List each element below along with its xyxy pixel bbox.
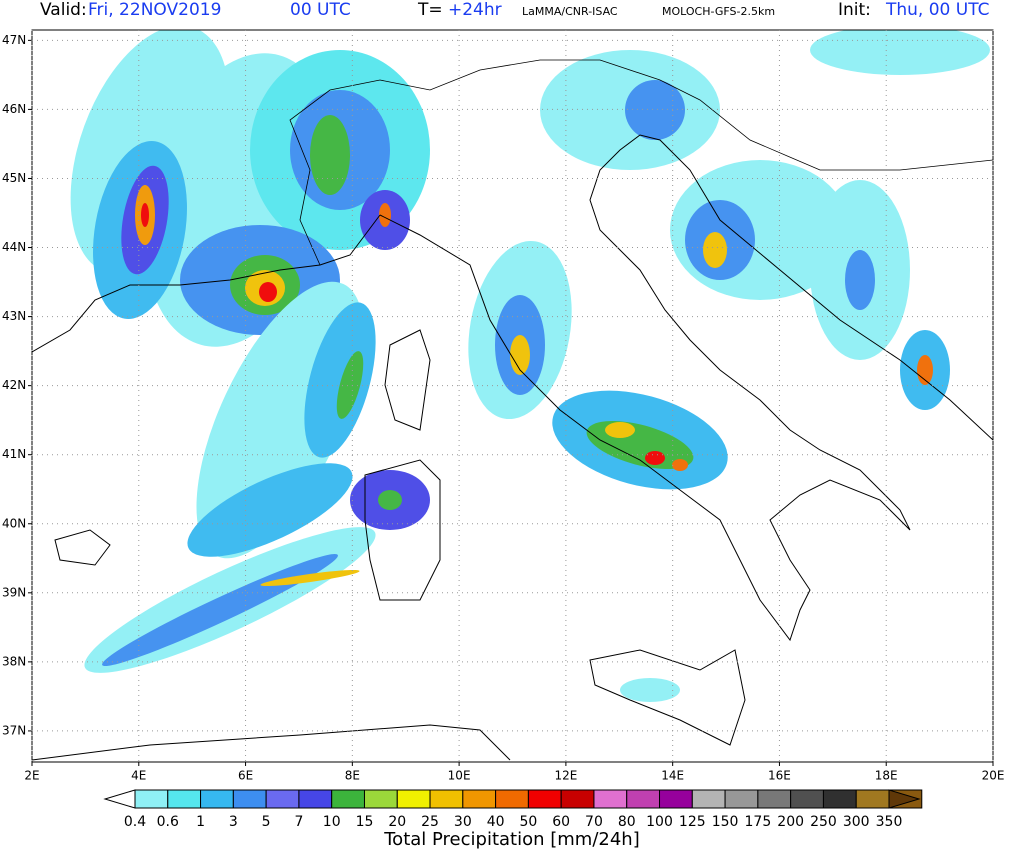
colorbar-box — [298, 789, 333, 809]
corsica — [384, 329, 431, 431]
colorbar-label: 80 — [618, 814, 636, 830]
lat-tick-label: 43N — [2, 309, 26, 323]
lat-tick-label: 38N — [2, 654, 26, 668]
colorbar-box — [691, 789, 726, 809]
lat-tick-label: 44N — [2, 240, 26, 254]
lat-tick-label: 37N — [2, 723, 26, 737]
colorbar-label: 7 — [294, 814, 303, 830]
colorbar-title: Total Precipitation [mm/24h] — [383, 829, 639, 850]
colorbar-label: 3 — [229, 814, 238, 830]
colorbar-label: 10 — [323, 814, 341, 830]
colorbar-box — [232, 789, 267, 809]
colorbar-box — [331, 789, 365, 809]
colorbar-label: 300 — [843, 814, 870, 830]
colorbar-over — [888, 789, 921, 809]
colorbar-label: 200 — [777, 814, 804, 830]
valid-label: Valid: — [40, 0, 87, 20]
colorbar-box — [462, 789, 497, 809]
lon-tick-label: 16E — [768, 769, 791, 783]
colorbar-box — [396, 789, 431, 809]
colorbar-label: 60 — [552, 814, 570, 830]
init-label: Init: — [838, 0, 871, 20]
colorbar-label: 175 — [745, 814, 772, 830]
colorbar-box — [822, 789, 857, 809]
coastline-france-spain — [32, 214, 381, 353]
sicily — [589, 649, 746, 746]
lon-tick-label: 18E — [875, 769, 898, 783]
colorbar-label: 1 — [196, 814, 205, 830]
colorbar-label: 50 — [519, 814, 537, 830]
step-value: +24hr — [448, 0, 502, 20]
colorbar-box — [560, 789, 595, 809]
lon-tick-label: 6E — [238, 769, 253, 783]
lon-tick-label: 20E — [982, 769, 1005, 783]
colorbar-box — [790, 789, 824, 809]
colorbar-label: 0.6 — [157, 814, 179, 830]
colorbar-box — [134, 789, 169, 809]
colorbar-box — [724, 789, 759, 809]
lon-tick-label: 4E — [131, 769, 146, 783]
lon-tick-label: 12E — [554, 769, 577, 783]
colorbar-label: 40 — [487, 814, 505, 830]
lat-tick-label: 45N — [2, 171, 26, 185]
colorbar-box — [855, 789, 890, 809]
colorbar-box — [593, 789, 628, 809]
source: LaMMA/CNR-ISAC — [522, 5, 618, 18]
sardinia — [364, 459, 441, 601]
colorbar-box — [626, 789, 661, 809]
lat-tick-label: 41N — [2, 447, 26, 461]
colorbar-label: 25 — [421, 814, 439, 830]
colorbar-label: 150 — [712, 814, 739, 830]
valid-date: Fri, 22NOV2019 — [88, 0, 221, 20]
lon-tick-label: 2E — [24, 769, 39, 783]
colorbar-label: 125 — [679, 814, 706, 830]
lon-tick-label: 8E — [345, 769, 360, 783]
lon-tick-label: 10E — [448, 769, 471, 783]
colorbar-label: 5 — [262, 814, 271, 830]
lat-tick-label: 39N — [2, 585, 26, 599]
colorbar-label: 20 — [388, 814, 406, 830]
lon-tick-label: 14E — [661, 769, 684, 783]
colorbar-box — [200, 789, 234, 809]
lat-tick-label: 47N — [2, 33, 26, 47]
model: MOLOCH-GFS-2.5km — [662, 5, 775, 18]
colorbar-label: 250 — [810, 814, 837, 830]
valid-time: 00 UTC — [290, 0, 351, 20]
colorbar-box — [527, 789, 562, 809]
colorbar-box — [659, 789, 693, 809]
balearic — [54, 529, 111, 566]
colorbar-box — [757, 789, 792, 809]
step-label: T= — [417, 0, 443, 20]
colorbar-label: 30 — [454, 814, 472, 830]
colorbar-label: 100 — [646, 814, 673, 830]
colorbar-box — [167, 789, 202, 809]
colorbar-label: 15 — [356, 814, 374, 830]
colorbar-label: 0.4 — [124, 814, 146, 830]
coastline-italy — [379, 134, 993, 642]
colorbar-label: 350 — [876, 814, 903, 830]
colorbar-box — [265, 789, 300, 809]
colorbar-box — [363, 789, 398, 809]
init-value: Thu, 00 UTC — [885, 0, 989, 20]
alpine-borders — [289, 59, 993, 266]
lat-tick-label: 46N — [2, 102, 26, 116]
lat-tick-label: 40N — [2, 516, 26, 530]
colorbar-label: 70 — [585, 814, 603, 830]
colorbar-box — [429, 789, 464, 809]
precipitation-field — [32, 30, 993, 761]
lat-tick-label: 42N — [2, 378, 26, 392]
africa-coast — [32, 724, 511, 761]
colorbar-box — [495, 789, 529, 809]
